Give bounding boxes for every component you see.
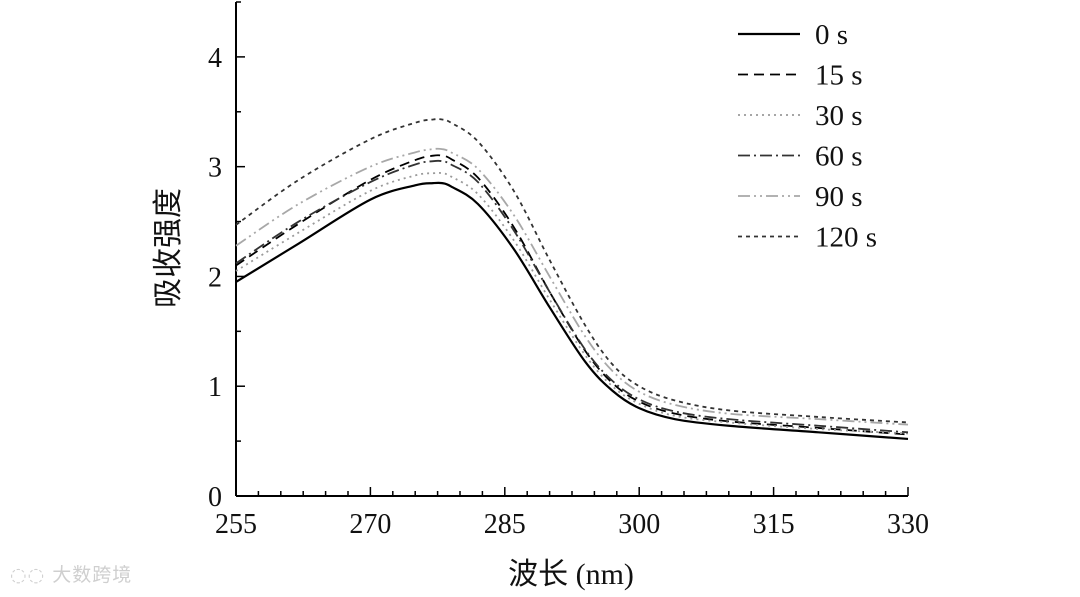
series-line	[235, 118, 909, 424]
series-lines	[235, 118, 909, 441]
legend-label: 120 s	[815, 222, 877, 254]
axes	[235, 1, 909, 497]
x-tick-label: 270	[349, 509, 391, 540]
x-tick-label: 330	[887, 509, 929, 540]
y-tick-label: 3	[208, 153, 222, 184]
y-tick-label: 4	[208, 43, 222, 74]
x-tick-label: 285	[484, 509, 526, 540]
watermark-logo-icon: ◌◌	[10, 564, 46, 586]
series-line	[235, 172, 909, 435]
y-tick-label: 2	[208, 262, 222, 293]
series-line	[235, 147, 909, 426]
watermark-text: 大数跨境	[52, 564, 133, 586]
legend-label: 60 s	[815, 141, 863, 173]
legend: 0 s 15 s 30 s 60 s 90 s 120 s	[738, 19, 877, 254]
legend-label: 15 s	[815, 60, 863, 92]
y-tick-label: 0	[208, 482, 222, 513]
series-line	[235, 159, 909, 434]
y-axis-title: 吸收强度	[152, 188, 185, 308]
legend-label: 30 s	[815, 100, 863, 132]
y-tick-label: 1	[208, 372, 222, 403]
x-tick-label: 315	[753, 509, 795, 540]
x-axis-title: 波长 (nm)	[508, 558, 634, 591]
watermark: ◌◌ 大数跨境	[10, 560, 132, 587]
tick-labels: 255 270 285 300 315 330 0 1 2 3 4	[208, 43, 929, 540]
series-line	[235, 154, 909, 436]
series-line	[235, 181, 909, 441]
legend-label: 90 s	[815, 181, 863, 213]
x-tick-label: 300	[618, 509, 660, 540]
x-tick-label: 255	[215, 509, 257, 540]
legend-label: 0 s	[815, 19, 848, 51]
